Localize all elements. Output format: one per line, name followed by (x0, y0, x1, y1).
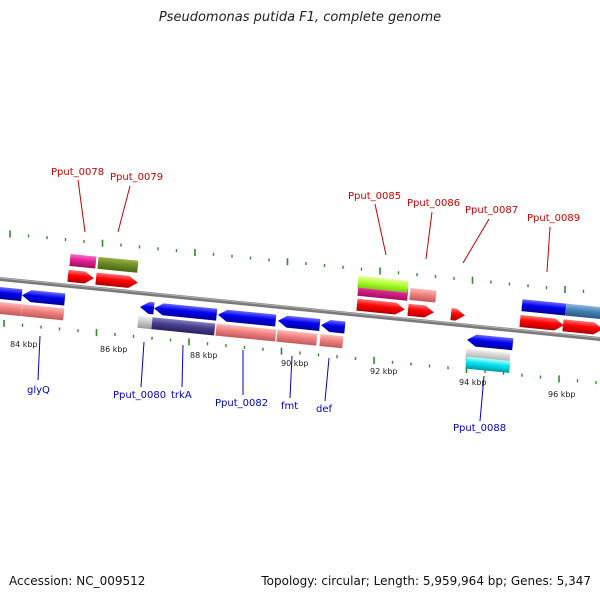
gene-Pput_0080-feature[interactable] (137, 315, 155, 330)
gene-label-Pput_0086[interactable]: Pput_0086 (407, 198, 460, 209)
gene-Pput_0088-feature-b[interactable] (465, 356, 511, 373)
leader-line-fmt (289, 355, 293, 399)
gene-next-arrow[interactable] (562, 319, 600, 335)
gene-glyQ-arrow[interactable] (21, 289, 66, 306)
leader-line-Pput_0085 (374, 203, 387, 256)
scale-ticks (3, 230, 597, 385)
gene-Pput_0086-arrow[interactable] (407, 303, 434, 319)
gene-Pput_0086-feature[interactable] (409, 288, 437, 303)
gene-fmt-arrow[interactable] (277, 315, 321, 331)
gene-glyQ-feature[interactable] (21, 304, 65, 321)
leader-line-Pput_0086 (425, 211, 433, 260)
gene-def-arrow[interactable] (320, 319, 346, 334)
gene-Pput_0078-arrow[interactable] (67, 269, 94, 285)
leader-line-Pput_0078 (77, 179, 86, 233)
gene-label-Pput_0082[interactable]: Pput_0082 (215, 398, 268, 409)
leader-line-Pput_0088 (479, 375, 485, 422)
gene-label-Pput_0079[interactable]: Pput_0079 (110, 172, 163, 183)
gene-Pput_0079-arrow[interactable] (95, 272, 138, 289)
leader-line-trkA (181, 344, 184, 388)
gene-prev-arrow[interactable] (0, 285, 23, 302)
gene-Pput_0080-arrow[interactable] (139, 301, 155, 315)
leader-line-Pput_0080 (140, 341, 145, 388)
gene-label-Pput_0078[interactable]: Pput_0078 (51, 167, 104, 178)
gene-label-Pput_0085[interactable]: Pput_0085 (348, 191, 401, 202)
gene-Pput_0088-arrow[interactable] (466, 334, 514, 351)
leader-line-Pput_0089 (546, 226, 551, 273)
kbp-label: 96 kbp (548, 390, 576, 399)
gene-Pput_0082-feature[interactable] (215, 323, 277, 342)
gene-label-def[interactable]: def (316, 404, 333, 415)
leader-line-Pput_0087 (462, 218, 490, 264)
gene-next-feature[interactable] (565, 303, 600, 320)
gene-label-Pput_0087[interactable]: Pput_0087 (465, 205, 518, 216)
genome-backbone-highlight (0, 277, 600, 339)
gene-Pput_0079-feature[interactable] (97, 256, 139, 273)
leader-line-Pput_0079 (117, 185, 131, 233)
gene-label-glyQ[interactable]: glyQ (27, 385, 50, 396)
genome-summary-text: Topology: circular; Length: 5,959,964 bp… (261, 574, 591, 588)
gene-label-Pput_0080[interactable]: Pput_0080 (113, 390, 166, 401)
gene-Pput_0082-arrow[interactable] (217, 309, 277, 327)
gene-Pput_0089-arrow[interactable] (519, 315, 564, 331)
accession-text: Accession: NC_009512 (9, 574, 146, 588)
gene-Pput_0078-feature[interactable] (69, 254, 97, 269)
gene-Pput_0085-feature-b[interactable] (357, 275, 409, 293)
gene-trkA-feature[interactable] (151, 317, 216, 336)
map-title: Pseudomonas putida F1, complete genome (158, 10, 442, 25)
gene-prev-feature[interactable] (0, 300, 23, 317)
kbp-label: 94 kbp (459, 378, 487, 387)
genome-backbone (0, 276, 600, 342)
gene-fmt-feature[interactable] (276, 329, 318, 346)
kbp-label: 92 kbp (370, 367, 398, 376)
gene-label-trkA[interactable]: trkA (171, 390, 192, 401)
gene-Pput_0089-feature[interactable] (521, 299, 567, 316)
leader-line-def (324, 357, 330, 402)
gene-label-Pput_0088[interactable]: Pput_0088 (453, 423, 506, 434)
gene-Pput_0087-arrow[interactable] (450, 308, 465, 321)
kbp-label: 90 kbp (281, 359, 309, 368)
gene-label-fmt[interactable]: fmt (281, 401, 298, 412)
gene-label-Pput_0089[interactable]: Pput_0089 (527, 213, 580, 224)
leader-line-glyQ (37, 335, 41, 381)
kbp-label: 88 kbp (190, 351, 218, 360)
kbp-label: 84 kbp (10, 340, 38, 349)
gene-Pput_0085-arrow[interactable] (356, 298, 405, 316)
kbp-label: 86 kbp (100, 345, 128, 354)
gene-def-feature[interactable] (319, 334, 344, 349)
gene-trkA-arrow[interactable] (153, 302, 218, 321)
